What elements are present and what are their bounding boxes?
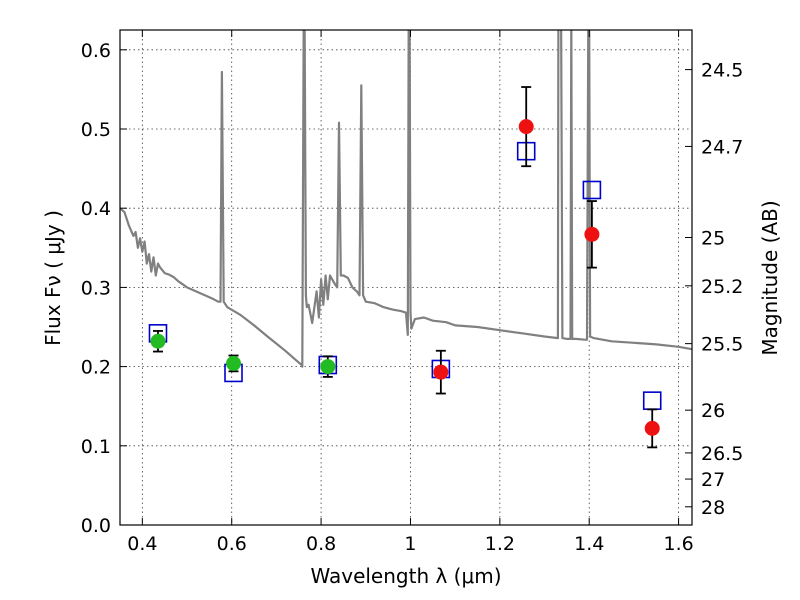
observed-points [150,119,660,436]
optical-flux-point [320,359,336,375]
optical-flux-point [226,355,242,371]
x-tick-label: 0.8 [306,533,336,555]
y-tick-label: 0.6 [81,40,111,62]
y-tick-label: 0.3 [81,277,111,299]
magnitude-tick-label: 25.5 [701,334,743,356]
x-tick-label: 1.2 [485,533,515,555]
y2-axis-label: Magnitude (AB) [758,200,782,355]
magnitude-tick-label: 26 [701,400,725,422]
plot-frame [119,29,693,526]
model-photometry-boxes [148,141,662,410]
y-axis-label: Flux Fν ( μJy ) [41,210,65,346]
x-tick-label: 0.4 [127,533,157,555]
magnitude-tick-label: 24.5 [701,60,743,82]
y-tick-label: 0.5 [81,119,111,141]
y-tick-label: 0.2 [81,357,111,379]
magnitude-tick-label: 28 [701,497,725,519]
y-tick-label: 0.1 [81,436,111,458]
x-tick-label: 1.4 [574,533,604,555]
model-spectrum [120,30,692,368]
model-photometry-square [642,391,662,410]
magnitude-tick-label: 27 [701,469,725,491]
x-tick-label: 1 [404,533,416,555]
model-spectrum-line [120,30,692,368]
magnitude-tick-label: 25 [701,228,725,250]
axis-ticks [120,30,692,526]
x-tick-label: 1.6 [663,533,693,555]
y-tick-label: 0.0 [81,515,111,537]
magnitude-tick-label: 25.2 [701,276,743,298]
tick-labels: 0.4 0.6 0.8 1 1.2 1.4 1.6 0.0 0.1 0.2 0.3 0.4 0.5 0.6… [81,40,744,555]
nir-flux-point [644,420,660,436]
grid [120,30,692,526]
magnitude-tick-label: 24.7 [701,136,743,158]
model-photometry-square [582,180,602,200]
y-tick-label: 0.4 [81,198,111,220]
error-bars [152,86,658,449]
nir-flux-point [518,119,534,135]
x-tick-label: 0.6 [217,533,247,555]
x-axis-label: Wavelength λ (μm) [310,564,501,588]
nir-flux-point [433,364,449,380]
nir-flux-point [584,226,600,242]
magnitude-tick-label: 26.5 [701,443,743,465]
optical-flux-point [150,333,166,349]
